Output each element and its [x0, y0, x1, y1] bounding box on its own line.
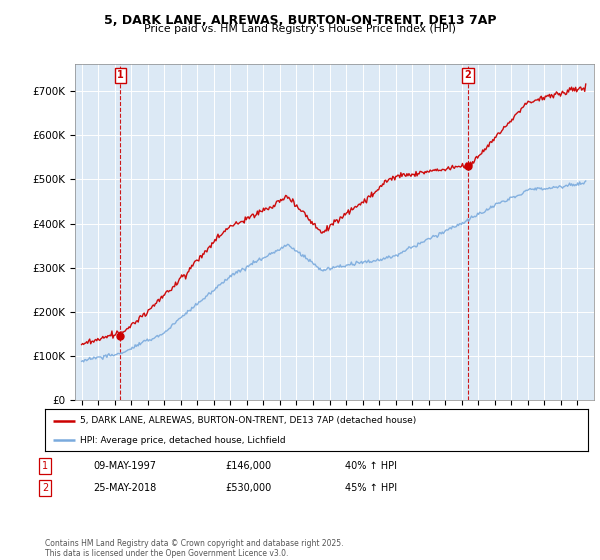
- Text: 40% ↑ HPI: 40% ↑ HPI: [345, 461, 397, 471]
- Text: 45% ↑ HPI: 45% ↑ HPI: [345, 483, 397, 493]
- Text: 1: 1: [42, 461, 48, 471]
- Text: Price paid vs. HM Land Registry's House Price Index (HPI): Price paid vs. HM Land Registry's House …: [144, 24, 456, 34]
- Text: £530,000: £530,000: [225, 483, 271, 493]
- Text: 2: 2: [464, 71, 472, 81]
- Text: HPI: Average price, detached house, Lichfield: HPI: Average price, detached house, Lich…: [80, 436, 286, 445]
- Text: 5, DARK LANE, ALREWAS, BURTON-ON-TRENT, DE13 7AP (detached house): 5, DARK LANE, ALREWAS, BURTON-ON-TRENT, …: [80, 416, 416, 425]
- Text: 25-MAY-2018: 25-MAY-2018: [93, 483, 156, 493]
- Text: 1: 1: [117, 71, 124, 81]
- Text: 2: 2: [42, 483, 48, 493]
- Text: Contains HM Land Registry data © Crown copyright and database right 2025.
This d: Contains HM Land Registry data © Crown c…: [45, 539, 343, 558]
- Text: 09-MAY-1997: 09-MAY-1997: [93, 461, 156, 471]
- Text: £146,000: £146,000: [225, 461, 271, 471]
- Text: 5, DARK LANE, ALREWAS, BURTON-ON-TRENT, DE13 7AP: 5, DARK LANE, ALREWAS, BURTON-ON-TRENT, …: [104, 14, 496, 27]
